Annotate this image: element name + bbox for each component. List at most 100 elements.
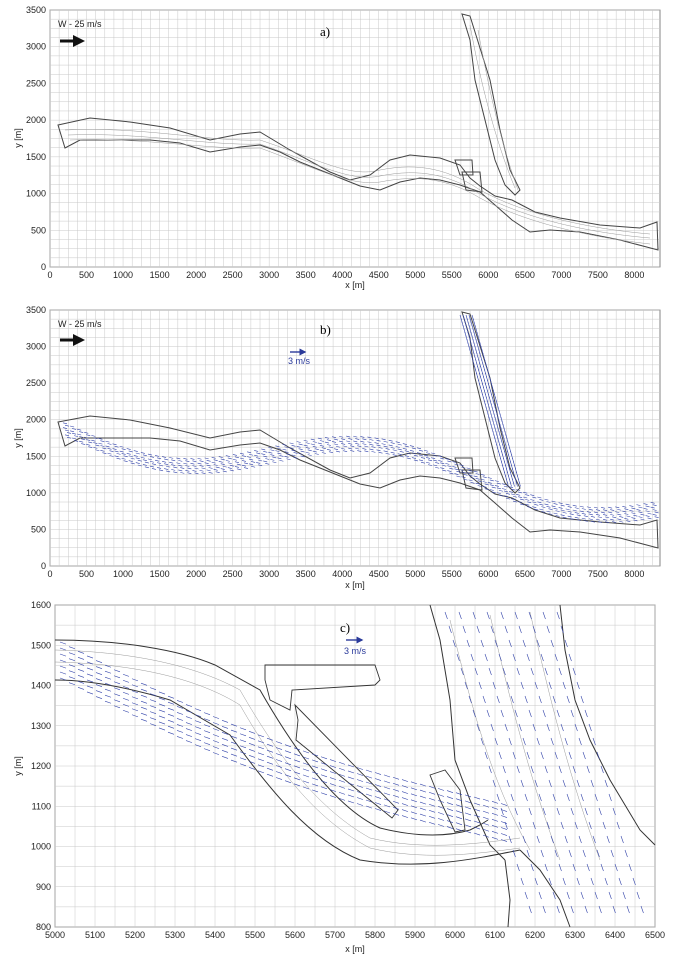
velocity-vector: [489, 479, 494, 482]
velocity-vector: [617, 513, 622, 516]
velocity-vector: [546, 625, 550, 634]
velocity-vector: [532, 723, 536, 732]
velocity-vector: [263, 451, 268, 453]
velocity-vector: [600, 765, 604, 774]
velocity-vector: [572, 504, 577, 507]
velocity-vector: [204, 462, 209, 464]
velocity-vector: [151, 468, 157, 470]
velocity-vector: [239, 745, 247, 749]
velocity-vector: [448, 625, 452, 634]
velocity-vector: [86, 444, 91, 446]
velocity-vector: [119, 450, 124, 453]
velocity-vector: [104, 688, 112, 692]
velocity-vector: [167, 713, 175, 717]
velocity-vector: [553, 512, 558, 515]
velocity-vector: [275, 753, 283, 756]
velocity-vector: [356, 779, 364, 782]
velocity-vector: [317, 437, 322, 440]
velocity-vector: [552, 891, 556, 900]
velocity-vector: [180, 467, 185, 469]
velocity-vector: [473, 796, 481, 800]
velocity-vector: [652, 514, 657, 516]
velocity-vector: [356, 767, 364, 770]
velocity-vector: [81, 443, 86, 445]
y-tick-label: 1100: [32, 801, 51, 811]
x-tick-label: 4000: [332, 270, 352, 280]
velocity-vector: [311, 777, 319, 781]
velocity-vector: [314, 448, 319, 450]
velocity-vector: [510, 488, 516, 491]
velocity-vector: [279, 459, 284, 462]
velocity-vector: [212, 734, 220, 737]
velocity-vector: [343, 445, 348, 448]
velocity-vector: [406, 457, 411, 460]
velocity-vector: [113, 705, 121, 709]
velocity-vector: [482, 822, 490, 826]
velocity-vector: [622, 506, 627, 508]
velocity-vector: [144, 461, 149, 464]
velocity-vector: [446, 808, 454, 811]
velocity-vector: [320, 792, 328, 796]
velocity-vector: [249, 453, 254, 456]
velocity-vector: [520, 503, 525, 506]
velocity-vector: [534, 681, 538, 690]
velocity-vector: [390, 451, 395, 454]
velocity-vector: [236, 463, 241, 466]
velocity-vector: [357, 445, 362, 448]
velocity-vector: [119, 445, 124, 448]
velocity-vector: [468, 695, 472, 704]
velocity-vector: [277, 457, 282, 460]
velocity-vector: [614, 863, 618, 872]
velocity-vector: [109, 450, 114, 453]
velocity-vector: [401, 803, 409, 806]
velocity-vector: [261, 453, 266, 455]
velocity-vector: [530, 494, 535, 496]
velocity-vector: [516, 765, 520, 774]
velocity-vector: [365, 769, 373, 773]
velocity-vector: [456, 475, 461, 478]
velocity-vector: [508, 486, 514, 488]
velocity-vector: [158, 691, 166, 695]
velocity-vector: [167, 701, 175, 705]
velocity-vector: [305, 442, 310, 444]
velocity-vector: [199, 469, 204, 472]
velocity-vector: [428, 785, 436, 789]
velocity-vector: [553, 503, 558, 505]
velocity-vector: [392, 776, 400, 780]
velocity-vector: [546, 510, 551, 513]
velocity-vector: [374, 790, 382, 793]
velocity-vector: [395, 446, 400, 448]
velocity-vector: [284, 750, 292, 754]
velocity-vector: [534, 504, 539, 506]
velocity-vector: [185, 722, 193, 725]
velocity-vector: [311, 771, 319, 775]
y-tick-label: 1500: [26, 152, 46, 162]
velocity-vector: [518, 821, 522, 830]
velocity-vector: [484, 488, 489, 491]
velocity-vector: [149, 717, 157, 720]
velocity-vector: [542, 807, 546, 816]
velocity-vector: [239, 751, 247, 755]
velocity-vector: [268, 451, 273, 454]
velocity-vector: [522, 737, 526, 746]
velocity-vector: [341, 443, 346, 445]
velocity-vector: [241, 460, 247, 462]
velocity-vector: [263, 460, 268, 463]
velocity-vector: [248, 761, 256, 764]
velocity-vector: [178, 469, 183, 472]
velocity-vector: [221, 732, 229, 735]
velocity-vector: [381, 438, 386, 441]
velocity-vector: [371, 446, 376, 448]
velocity-vector: [586, 511, 591, 513]
velocity-vector: [137, 464, 142, 467]
velocity-vector: [593, 511, 599, 514]
velocity-vector: [367, 436, 372, 439]
velocity-vector: [638, 516, 643, 518]
velocity-vector: [475, 482, 480, 485]
velocity-vector: [562, 511, 567, 514]
velocity-vector: [176, 700, 184, 703]
velocity-vector: [401, 779, 409, 782]
velocity-vector: [500, 809, 508, 812]
velocity-vector: [100, 445, 105, 447]
x-tick-label: 6000: [445, 930, 465, 940]
